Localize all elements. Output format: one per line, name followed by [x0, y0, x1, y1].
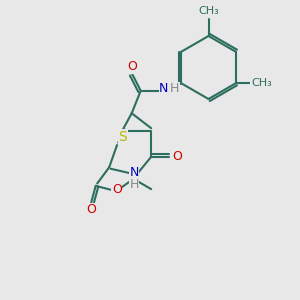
Text: CH₃: CH₃ [198, 6, 219, 16]
Text: H: H [129, 178, 139, 191]
Text: O: O [112, 183, 122, 196]
Text: O: O [86, 203, 96, 216]
Text: N: N [159, 82, 169, 95]
Text: H: H [169, 82, 179, 95]
Text: O: O [128, 60, 137, 73]
Text: O: O [172, 150, 182, 163]
Text: CH₃: CH₃ [251, 78, 272, 88]
Text: N: N [129, 166, 139, 179]
Text: S: S [118, 130, 127, 144]
